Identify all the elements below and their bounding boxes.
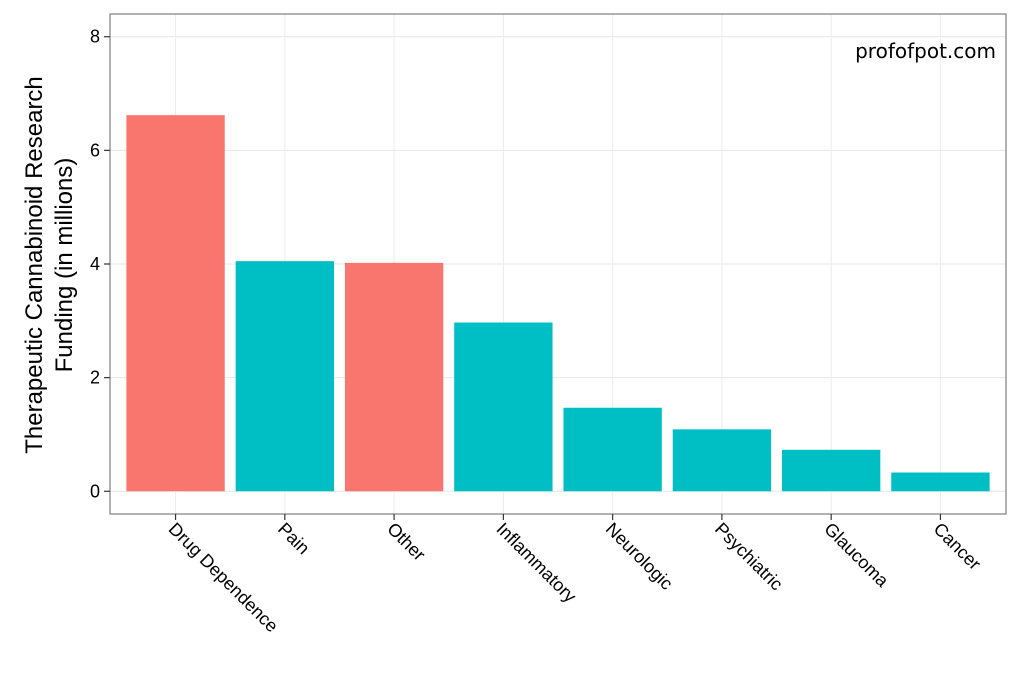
x-tick-label: Glaucoma bbox=[820, 519, 893, 592]
x-tick-label: Inflammatory bbox=[493, 519, 581, 607]
x-tick-label: Drug Dependence bbox=[165, 519, 282, 636]
bar-other bbox=[344, 262, 444, 492]
bar-cancer bbox=[891, 472, 990, 492]
x-tick-label: Neurologic bbox=[602, 519, 677, 594]
y-axis-title-line-2: Funding (in millions) bbox=[51, 158, 78, 373]
watermark-annotation: profofpot.com bbox=[855, 39, 996, 63]
y-tick-label: 6 bbox=[90, 140, 100, 160]
bar-psychiatric bbox=[672, 429, 772, 492]
y-tick-label: 4 bbox=[90, 254, 100, 274]
y-tick-label: 2 bbox=[90, 368, 100, 388]
bar-inflammatory bbox=[454, 322, 553, 492]
y-axis-title-line-1: Therapeutic Cannabinoid Research bbox=[21, 76, 48, 454]
x-tick-label: Psychiatric bbox=[711, 519, 787, 595]
bar-glaucoma bbox=[782, 449, 881, 492]
x-tick-label: Cancer bbox=[930, 519, 985, 574]
bar-pain bbox=[235, 261, 334, 492]
y-axis: 0 2 4 6 8 bbox=[90, 27, 110, 501]
bar-neurologic bbox=[563, 407, 662, 492]
x-tick-label: Other bbox=[383, 519, 429, 565]
y-tick-label: 8 bbox=[90, 27, 100, 47]
bars bbox=[126, 115, 990, 492]
bar-drug-dependence bbox=[126, 115, 225, 492]
x-tick-label: Pain bbox=[274, 519, 314, 559]
y-tick-label: 0 bbox=[90, 481, 100, 501]
